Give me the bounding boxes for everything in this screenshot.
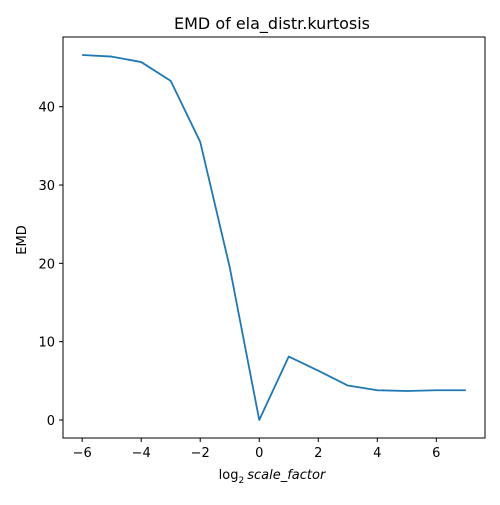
series-line	[82, 54, 466, 421]
x-tick-label: 6	[432, 446, 440, 461]
y-axis-ticks: 0 10 20 30 40	[38, 101, 63, 429]
x-axis-label-subscript: 2	[239, 476, 245, 486]
x-tick-label: 4	[373, 446, 381, 461]
x-tick-label: 0	[255, 446, 263, 461]
y-axis-label: EMD	[15, 225, 30, 254]
y-tick-label: 30	[38, 179, 55, 194]
y-tick-label: 40	[38, 101, 55, 116]
plot-area	[82, 54, 466, 421]
x-axis-ticks: −6 −4 −2 0 2 4 6	[73, 438, 440, 461]
x-tick-label: −6	[73, 446, 92, 461]
chart-title: EMD of ela_distr.kurtosis	[174, 14, 370, 34]
x-axis-label: log2 scale_factor	[219, 468, 327, 486]
y-tick-label: 20	[38, 257, 55, 272]
x-tick-label: −4	[132, 446, 151, 461]
axes-frame	[62, 36, 486, 439]
x-axis-label-main: scale_factor	[247, 468, 327, 483]
x-tick-label: 2	[314, 446, 322, 461]
x-axis-label-prefix: log	[219, 468, 239, 483]
y-tick-label: 10	[38, 336, 55, 351]
x-tick-label: −2	[191, 446, 210, 461]
y-tick-label: 0	[47, 414, 55, 429]
